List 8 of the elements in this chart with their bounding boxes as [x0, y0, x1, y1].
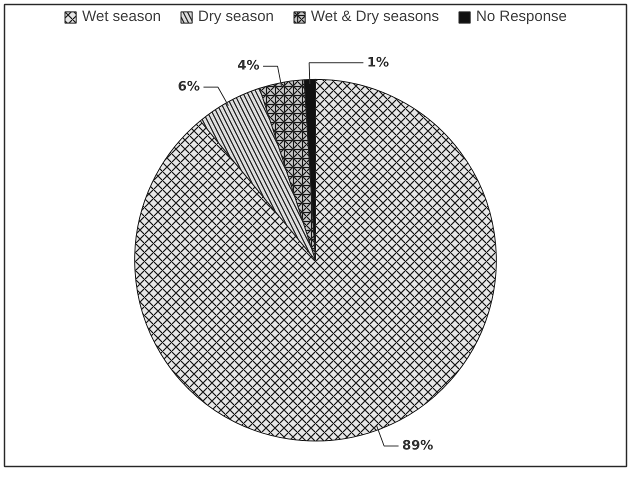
legend-label: Dry season [198, 8, 274, 25]
legend-label: Wet & Dry seasons [310, 8, 440, 25]
data-label: 89% [402, 438, 434, 454]
data-label: 6% [178, 80, 200, 95]
data-label: 4% [237, 58, 260, 74]
legend-label: Wet season [82, 8, 162, 25]
legend-label: No Response [476, 8, 567, 25]
data-label: 1% [367, 55, 390, 70]
